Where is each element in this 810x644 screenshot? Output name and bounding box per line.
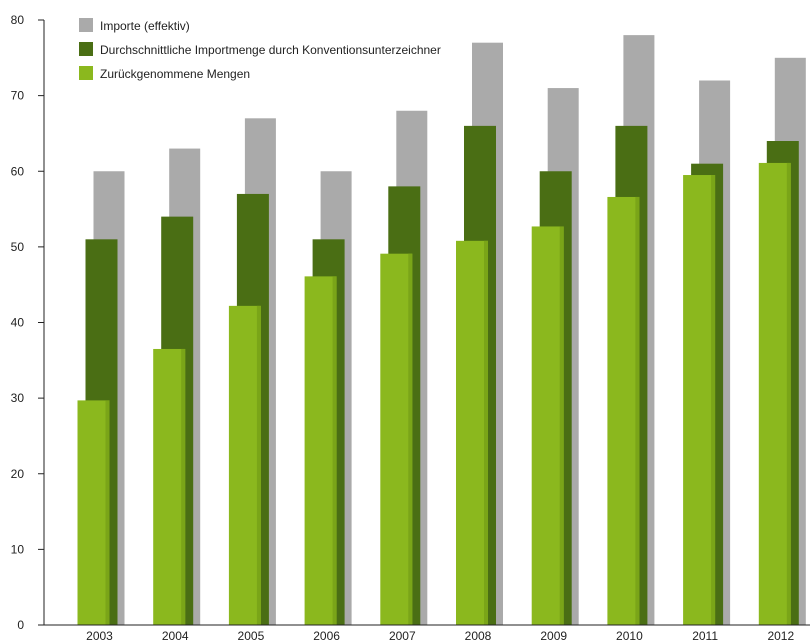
- bar-edge-2011: [711, 175, 716, 625]
- y-tick-label-20: 20: [11, 467, 25, 481]
- bar-edge-2012: [786, 162, 791, 625]
- legend: Importe (effektiv) Durchschnittliche Imp…: [79, 18, 441, 81]
- y-tick-label-30: 30: [11, 391, 25, 405]
- y-tick-label-40: 40: [11, 316, 25, 330]
- y-tick-label-10: 10: [11, 542, 25, 556]
- y-tick-label-50: 50: [11, 240, 25, 254]
- bar-edge-2008: [484, 240, 488, 625]
- x-tick-label-2008: 2008: [465, 629, 492, 643]
- x-tick-label-2007: 2007: [389, 629, 416, 643]
- bar-series-3-2012: [758, 162, 791, 625]
- bar-series-3-2005: [228, 305, 261, 625]
- bar-series-3-2004: [153, 348, 186, 625]
- legend-swatch-zurueckgenommen: [79, 66, 93, 80]
- x-tick-label-2003: 2003: [86, 629, 113, 643]
- bar-edge-2005: [256, 305, 261, 625]
- bar-series-3-2009: [531, 226, 564, 626]
- legend-swatch-importe: [79, 18, 93, 32]
- legend-label-importe: Importe (effektiv): [100, 19, 190, 33]
- x-tick-label-2010: 2010: [616, 629, 643, 643]
- bars-layer: [77, 35, 806, 626]
- bar-edge-2006: [332, 276, 337, 625]
- y-axis-ticks: 0 10 20 30 40 50 60 70 80: [11, 13, 44, 632]
- bar-series-3-2006: [304, 276, 337, 625]
- bar-edge-2009: [559, 226, 564, 626]
- bar-series-3-2007: [380, 253, 413, 625]
- legend-label-durchschnitt: Durchschnittliche Importmenge durch Konv…: [100, 43, 441, 57]
- bar-edge-2007: [408, 253, 413, 625]
- x-tick-label-2004: 2004: [162, 629, 189, 643]
- bar-edge-2010: [635, 196, 640, 625]
- y-tick-label-70: 70: [11, 89, 25, 103]
- y-tick-label-80: 80: [11, 13, 25, 27]
- bar-edge-2003: [105, 400, 110, 625]
- bar-edge-2004: [181, 348, 186, 625]
- y-tick-label-0: 0: [17, 618, 24, 632]
- legend-label-zurueckgenommen: Zurückgenommene Mengen: [100, 67, 250, 81]
- legend-swatch-durchschnitt: [79, 42, 93, 56]
- x-tick-label-2006: 2006: [313, 629, 340, 643]
- bar-series-3-2003: [77, 400, 110, 625]
- bar-series-3-2010: [607, 196, 640, 625]
- x-tick-label-2005: 2005: [238, 629, 265, 643]
- x-tick-label-2009: 2009: [540, 629, 567, 643]
- bar-series-3-2008: [456, 240, 488, 625]
- y-tick-label-60: 60: [11, 164, 25, 178]
- x-axis-ticks: 2003 2004 2005 2006 2007 2008 2009 2010 2011 2012: [86, 629, 794, 643]
- bar-series-3-2011: [683, 175, 716, 625]
- x-tick-label-2011: 2011: [692, 629, 718, 643]
- x-tick-label-2012: 2012: [767, 629, 794, 643]
